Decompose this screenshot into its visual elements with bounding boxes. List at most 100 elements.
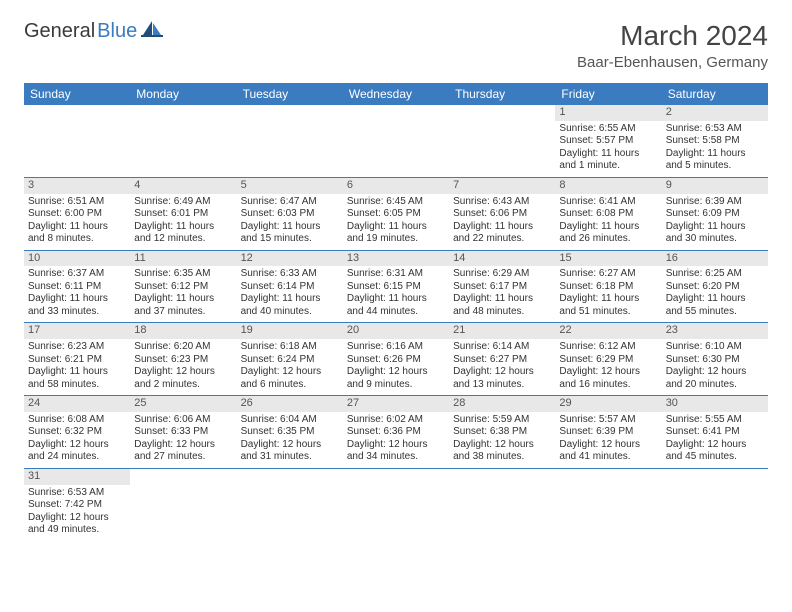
daylight-text: Daylight: 11 hours: [559, 148, 657, 161]
daylight-text: and 55 minutes.: [666, 306, 764, 319]
sunset-text: Sunset: 6:21 PM: [28, 354, 126, 367]
weekday-header: Monday: [130, 83, 236, 105]
sunset-text: Sunset: 6:23 PM: [134, 354, 232, 367]
sail-icon: [141, 20, 163, 43]
daylight-text: and 26 minutes.: [559, 233, 657, 246]
day-number: 28: [449, 396, 555, 412]
daylight-text: and 31 minutes.: [241, 451, 339, 464]
calendar-day-cell: 15Sunrise: 6:27 AMSunset: 6:18 PMDayligh…: [555, 250, 661, 323]
day-number: 26: [237, 396, 343, 412]
daylight-text: and 20 minutes.: [666, 379, 764, 392]
calendar-day-cell: 28Sunrise: 5:59 AMSunset: 6:38 PMDayligh…: [449, 396, 555, 469]
sunset-text: Sunset: 6:24 PM: [241, 354, 339, 367]
day-number: 7: [449, 178, 555, 194]
day-number: 30: [662, 396, 768, 412]
logo-text-dark: General: [24, 20, 95, 43]
calendar-day-cell: [130, 105, 236, 177]
calendar-day-cell: [237, 468, 343, 540]
logo: General Blue: [24, 20, 163, 43]
daylight-text: and 5 minutes.: [666, 160, 764, 173]
calendar-day-cell: 27Sunrise: 6:02 AMSunset: 6:36 PMDayligh…: [343, 396, 449, 469]
sunrise-text: Sunrise: 6:23 AM: [28, 341, 126, 354]
sunrise-text: Sunrise: 6:12 AM: [559, 341, 657, 354]
daylight-text: Daylight: 12 hours: [28, 512, 126, 525]
weekday-header: Thursday: [449, 83, 555, 105]
sunset-text: Sunset: 6:06 PM: [453, 208, 551, 221]
sunset-text: Sunset: 6:35 PM: [241, 426, 339, 439]
calendar-week-row: 1Sunrise: 6:55 AMSunset: 5:57 PMDaylight…: [24, 105, 768, 177]
daylight-text: and 6 minutes.: [241, 379, 339, 392]
weekday-header: Sunday: [24, 83, 130, 105]
sunrise-text: Sunrise: 6:25 AM: [666, 268, 764, 281]
daylight-text: and 22 minutes.: [453, 233, 551, 246]
daylight-text: Daylight: 11 hours: [666, 221, 764, 234]
day-number: 24: [24, 396, 130, 412]
day-number: 12: [237, 251, 343, 267]
sunrise-text: Sunrise: 6:37 AM: [28, 268, 126, 281]
calendar-day-cell: 29Sunrise: 5:57 AMSunset: 6:39 PMDayligh…: [555, 396, 661, 469]
calendar-day-cell: 11Sunrise: 6:35 AMSunset: 6:12 PMDayligh…: [130, 250, 236, 323]
daylight-text: Daylight: 11 hours: [666, 293, 764, 306]
day-number: 6: [343, 178, 449, 194]
daylight-text: Daylight: 12 hours: [666, 439, 764, 452]
sunset-text: Sunset: 6:36 PM: [347, 426, 445, 439]
day-number: 22: [555, 323, 661, 339]
calendar-day-cell: 1Sunrise: 6:55 AMSunset: 5:57 PMDaylight…: [555, 105, 661, 177]
daylight-text: and 19 minutes.: [347, 233, 445, 246]
sunrise-text: Sunrise: 6:29 AM: [453, 268, 551, 281]
daylight-text: Daylight: 11 hours: [28, 293, 126, 306]
daylight-text: Daylight: 12 hours: [134, 439, 232, 452]
calendar-day-cell: 2Sunrise: 6:53 AMSunset: 5:58 PMDaylight…: [662, 105, 768, 177]
sunset-text: Sunset: 6:39 PM: [559, 426, 657, 439]
daylight-text: and 37 minutes.: [134, 306, 232, 319]
sunset-text: Sunset: 6:12 PM: [134, 281, 232, 294]
daylight-text: Daylight: 11 hours: [347, 221, 445, 234]
day-number: 3: [24, 178, 130, 194]
sunrise-text: Sunrise: 6:14 AM: [453, 341, 551, 354]
day-number: 19: [237, 323, 343, 339]
sunrise-text: Sunrise: 6:06 AM: [134, 414, 232, 427]
calendar-day-cell: 19Sunrise: 6:18 AMSunset: 6:24 PMDayligh…: [237, 323, 343, 396]
calendar-day-cell: [237, 105, 343, 177]
sunrise-text: Sunrise: 6:47 AM: [241, 196, 339, 209]
calendar-day-cell: [24, 105, 130, 177]
daylight-text: and 58 minutes.: [28, 379, 126, 392]
daylight-text: and 48 minutes.: [453, 306, 551, 319]
daylight-text: Daylight: 11 hours: [28, 221, 126, 234]
calendar-day-cell: 10Sunrise: 6:37 AMSunset: 6:11 PMDayligh…: [24, 250, 130, 323]
day-number: 17: [24, 323, 130, 339]
day-number: 4: [130, 178, 236, 194]
calendar-day-cell: 5Sunrise: 6:47 AMSunset: 6:03 PMDaylight…: [237, 177, 343, 250]
daylight-text: and 51 minutes.: [559, 306, 657, 319]
sunrise-text: Sunrise: 6:49 AM: [134, 196, 232, 209]
weekday-header: Wednesday: [343, 83, 449, 105]
day-number: 15: [555, 251, 661, 267]
daylight-text: and 40 minutes.: [241, 306, 339, 319]
sunrise-text: Sunrise: 5:57 AM: [559, 414, 657, 427]
daylight-text: Daylight: 12 hours: [134, 366, 232, 379]
daylight-text: Daylight: 11 hours: [453, 221, 551, 234]
daylight-text: Daylight: 11 hours: [241, 293, 339, 306]
sunrise-text: Sunrise: 6:39 AM: [666, 196, 764, 209]
daylight-text: and 13 minutes.: [453, 379, 551, 392]
daylight-text: and 12 minutes.: [134, 233, 232, 246]
month-title: March 2024: [577, 20, 768, 52]
calendar-body: 1Sunrise: 6:55 AMSunset: 5:57 PMDaylight…: [24, 105, 768, 541]
logo-text-blue: Blue: [97, 20, 137, 43]
daylight-text: and 9 minutes.: [347, 379, 445, 392]
weekday-header-row: SundayMondayTuesdayWednesdayThursdayFrid…: [24, 83, 768, 105]
weekday-header: Tuesday: [237, 83, 343, 105]
daylight-text: Daylight: 11 hours: [241, 221, 339, 234]
day-number: 10: [24, 251, 130, 267]
calendar-day-cell: 18Sunrise: 6:20 AMSunset: 6:23 PMDayligh…: [130, 323, 236, 396]
calendar-day-cell: 12Sunrise: 6:33 AMSunset: 6:14 PMDayligh…: [237, 250, 343, 323]
sunset-text: Sunset: 6:15 PM: [347, 281, 445, 294]
calendar-day-cell: [343, 105, 449, 177]
daylight-text: and 49 minutes.: [28, 524, 126, 537]
weekday-header: Friday: [555, 83, 661, 105]
location: Baar-Ebenhausen, Germany: [577, 54, 768, 71]
calendar-day-cell: 7Sunrise: 6:43 AMSunset: 6:06 PMDaylight…: [449, 177, 555, 250]
day-number: 18: [130, 323, 236, 339]
daylight-text: and 2 minutes.: [134, 379, 232, 392]
day-number: 5: [237, 178, 343, 194]
